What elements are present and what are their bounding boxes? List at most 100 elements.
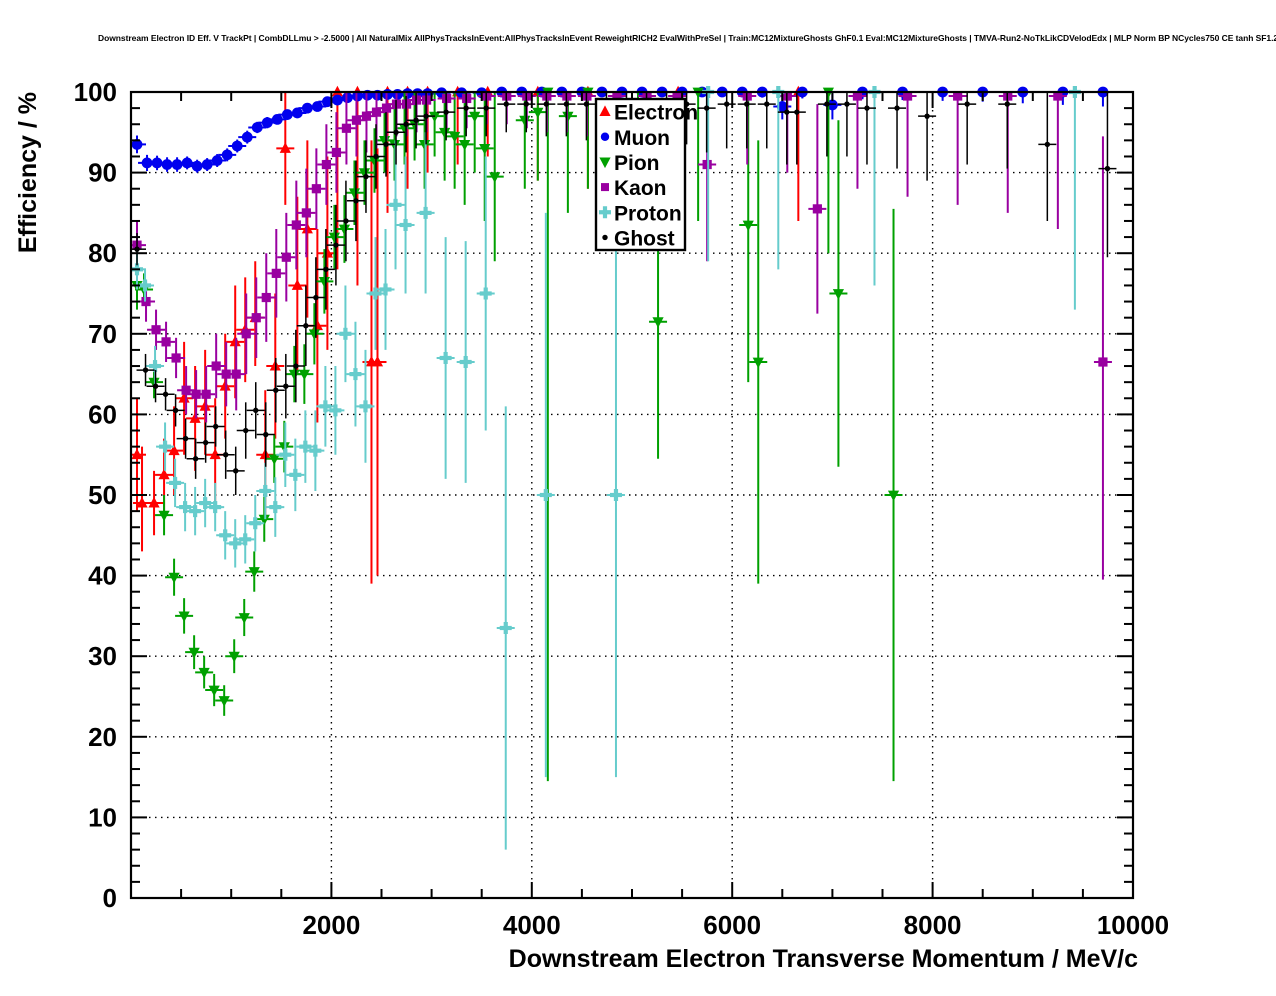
plot-title: Downstream Electron ID Eff. V TrackPt | … [98, 33, 1276, 43]
series-ghost [131, 92, 1117, 495]
data-point-marker [139, 279, 152, 292]
data-point-marker [443, 109, 449, 115]
data-point-marker [283, 383, 289, 389]
data-point-marker [1098, 357, 1108, 367]
data-point-marker [221, 149, 233, 161]
data-point-marker [479, 144, 491, 155]
data-point-marker [209, 501, 222, 514]
data-point-marker [158, 468, 170, 480]
data-point-marker [228, 651, 240, 663]
data-point-marker [253, 407, 259, 414]
data-point-marker [824, 101, 830, 107]
data-point-marker [723, 101, 730, 107]
data-point-marker [503, 101, 509, 107]
data-point-marker [361, 111, 372, 121]
data-point-marker [259, 484, 272, 497]
legend-label-muon: Muon [614, 127, 670, 150]
data-point-marker [229, 335, 241, 347]
data-point-marker [413, 117, 419, 123]
data-point-marker [261, 292, 271, 303]
data-point-marker [288, 369, 300, 381]
data-point-marker [744, 101, 750, 107]
data-point-marker [238, 613, 250, 624]
data-point-marker [483, 105, 489, 111]
data-point-marker [231, 369, 241, 379]
legend-entry-proton[interactable]: Proton [599, 202, 682, 225]
x-axis-title: Downstream Electron Transverse Momentum … [509, 945, 1138, 973]
data-point-marker [159, 440, 172, 453]
y-tick-label: 10 [88, 802, 117, 832]
data-point-marker [359, 400, 372, 413]
data-point-marker [279, 142, 291, 153]
data-point-marker [1053, 91, 1063, 101]
x-tick-label: 10000 [1097, 910, 1169, 940]
data-point-marker [263, 431, 269, 438]
data-point-marker [151, 157, 163, 169]
data-point-marker [439, 351, 452, 364]
data-point-marker [169, 476, 182, 489]
y-tick-label: 50 [88, 480, 117, 510]
data-point-marker [149, 360, 162, 373]
data-point-marker [1004, 101, 1010, 107]
legend-marker-dot-icon [602, 234, 608, 241]
data-point-marker [291, 279, 303, 290]
data-point-marker [291, 220, 301, 230]
y-axis-title: Efficiency / % [14, 92, 42, 253]
data-point-marker [299, 440, 312, 453]
data-point-marker [313, 294, 319, 301]
data-point-marker [358, 168, 371, 179]
data-point-marker [776, 101, 788, 112]
data-point-marker [924, 113, 930, 119]
data-point-marker [134, 246, 140, 252]
x-tick-label: 8000 [904, 910, 962, 940]
data-point-marker [268, 454, 280, 465]
data-point-marker [251, 313, 261, 323]
data-point-marker [191, 389, 201, 399]
legend-entry-muon[interactable]: Muon [600, 127, 670, 150]
legend-marker-cross-icon [599, 206, 611, 219]
data-point-marker [864, 105, 870, 111]
data-point-marker [148, 496, 160, 508]
legend-entry-ghost[interactable]: Ghost [602, 227, 675, 250]
data-point-marker [419, 206, 432, 219]
data-point-marker [339, 327, 352, 340]
y-tick-label: 20 [88, 722, 117, 752]
data-point-marker [199, 497, 212, 510]
data-point-marker [383, 141, 389, 148]
data-point-marker [459, 139, 471, 151]
data-point-marker [832, 289, 845, 300]
data-point-marker [348, 188, 361, 199]
data-point-marker [179, 501, 192, 514]
data-point-marker [141, 296, 151, 307]
data-point-marker [399, 218, 412, 231]
data-point-marker [301, 208, 311, 218]
data-point-marker [301, 102, 313, 114]
data-point-marker [539, 489, 552, 501]
data-point-marker [161, 159, 173, 170]
data-point-marker [198, 667, 210, 679]
data-point-marker [148, 377, 160, 389]
data-point-marker [301, 222, 313, 234]
data-point-marker [318, 277, 330, 288]
legend-entry-pion[interactable]: Pion [599, 152, 660, 175]
data-point-marker [794, 109, 800, 115]
data-point-marker [423, 113, 429, 119]
data-point-marker [211, 361, 221, 371]
data-point-marker [311, 101, 323, 112]
data-point-marker [563, 101, 570, 107]
legend-marker-square-icon [601, 183, 609, 192]
legend-entry-electron[interactable]: Electron [599, 102, 698, 125]
legend-entry-kaon[interactable]: Kaon [601, 177, 667, 200]
data-point-marker [298, 369, 310, 381]
x-tick-label: 4000 [503, 910, 561, 940]
data-point-marker [349, 368, 362, 381]
data-point-marker [281, 252, 291, 262]
data-point-marker [311, 184, 321, 194]
data-point-marker [583, 101, 590, 107]
data-point-marker [363, 173, 369, 180]
data-point-marker [752, 357, 764, 369]
data-point-marker [499, 621, 512, 634]
data-point-marker [172, 407, 179, 414]
